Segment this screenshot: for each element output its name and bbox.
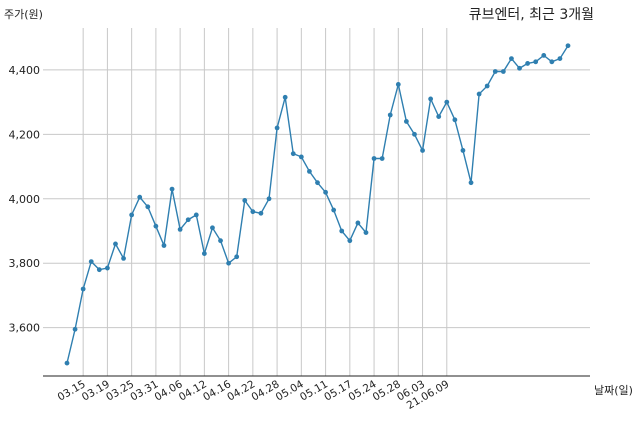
data-point <box>185 217 191 223</box>
data-point <box>331 207 337 213</box>
data-point <box>96 267 102 273</box>
data-point <box>468 180 474 186</box>
data-point <box>412 131 417 137</box>
horizontal-gridlines <box>43 69 590 329</box>
data-point <box>193 212 199 218</box>
data-point <box>339 228 345 234</box>
data-point <box>258 210 264 216</box>
price-line <box>66 45 569 364</box>
data-point <box>226 260 232 266</box>
data-point <box>403 119 409 124</box>
data-point <box>298 154 304 160</box>
data-point <box>177 226 183 232</box>
data-point <box>347 238 353 244</box>
data-point <box>290 151 296 157</box>
data-point <box>129 212 135 218</box>
data-point <box>307 168 312 174</box>
data-point <box>113 241 118 247</box>
data-point <box>387 112 393 118</box>
data-point <box>242 197 248 203</box>
y-tick-label: 3,600 <box>9 322 41 335</box>
data-point <box>266 196 272 202</box>
data-point <box>169 186 175 192</box>
data-point <box>509 56 514 62</box>
data-point <box>218 238 223 244</box>
data-point <box>517 65 522 71</box>
data-point <box>201 251 207 256</box>
y-axis-tick-labels: 3,600 3,800 4,000 4,200 4,400 <box>9 64 41 335</box>
data-point <box>371 156 377 161</box>
data-point <box>420 148 425 153</box>
data-point <box>315 180 320 186</box>
data-point <box>565 43 571 49</box>
data-point <box>541 52 547 58</box>
data-point <box>395 81 401 87</box>
data-point <box>549 59 555 65</box>
data-point <box>137 194 143 200</box>
data-point <box>250 209 256 215</box>
x-axis-tick-labels: 03.1503.1903.2503.3104.0604.1204.1604.22… <box>56 378 452 412</box>
data-point <box>460 148 466 153</box>
chart-title: 큐브엔터, 최근 3개월 <box>469 7 594 23</box>
data-point <box>64 360 70 366</box>
data-point <box>274 125 280 131</box>
y-axis-label: 주가(원) <box>4 8 43 21</box>
price-points <box>64 43 571 366</box>
data-point <box>492 69 498 74</box>
data-point <box>234 254 240 260</box>
data-point <box>210 225 215 231</box>
vertical-gridlines <box>82 28 448 376</box>
y-tick-label: 4,400 <box>9 64 41 77</box>
y-tick-label: 4,200 <box>9 128 41 141</box>
data-point <box>355 220 361 226</box>
data-point <box>444 99 450 105</box>
y-tick-label: 3,800 <box>9 257 41 270</box>
data-point <box>533 59 539 65</box>
data-point <box>145 204 151 210</box>
data-point <box>80 286 86 292</box>
data-point <box>436 114 442 120</box>
data-point <box>363 230 369 236</box>
data-point <box>88 259 94 265</box>
data-point <box>557 56 563 62</box>
data-point <box>282 94 288 100</box>
data-point <box>153 223 159 229</box>
data-point <box>72 326 78 332</box>
data-point <box>379 156 385 161</box>
data-point <box>105 265 110 271</box>
x-axis-label: 날짜(일) <box>594 383 633 397</box>
data-point <box>428 96 434 102</box>
data-point <box>500 69 506 74</box>
data-point <box>323 189 328 195</box>
data-point <box>525 61 530 66</box>
data-point <box>484 83 490 89</box>
data-point <box>121 255 126 261</box>
y-tick-label: 4,000 <box>9 193 41 206</box>
data-point <box>476 91 482 97</box>
data-point <box>452 117 458 123</box>
data-point <box>161 243 167 248</box>
